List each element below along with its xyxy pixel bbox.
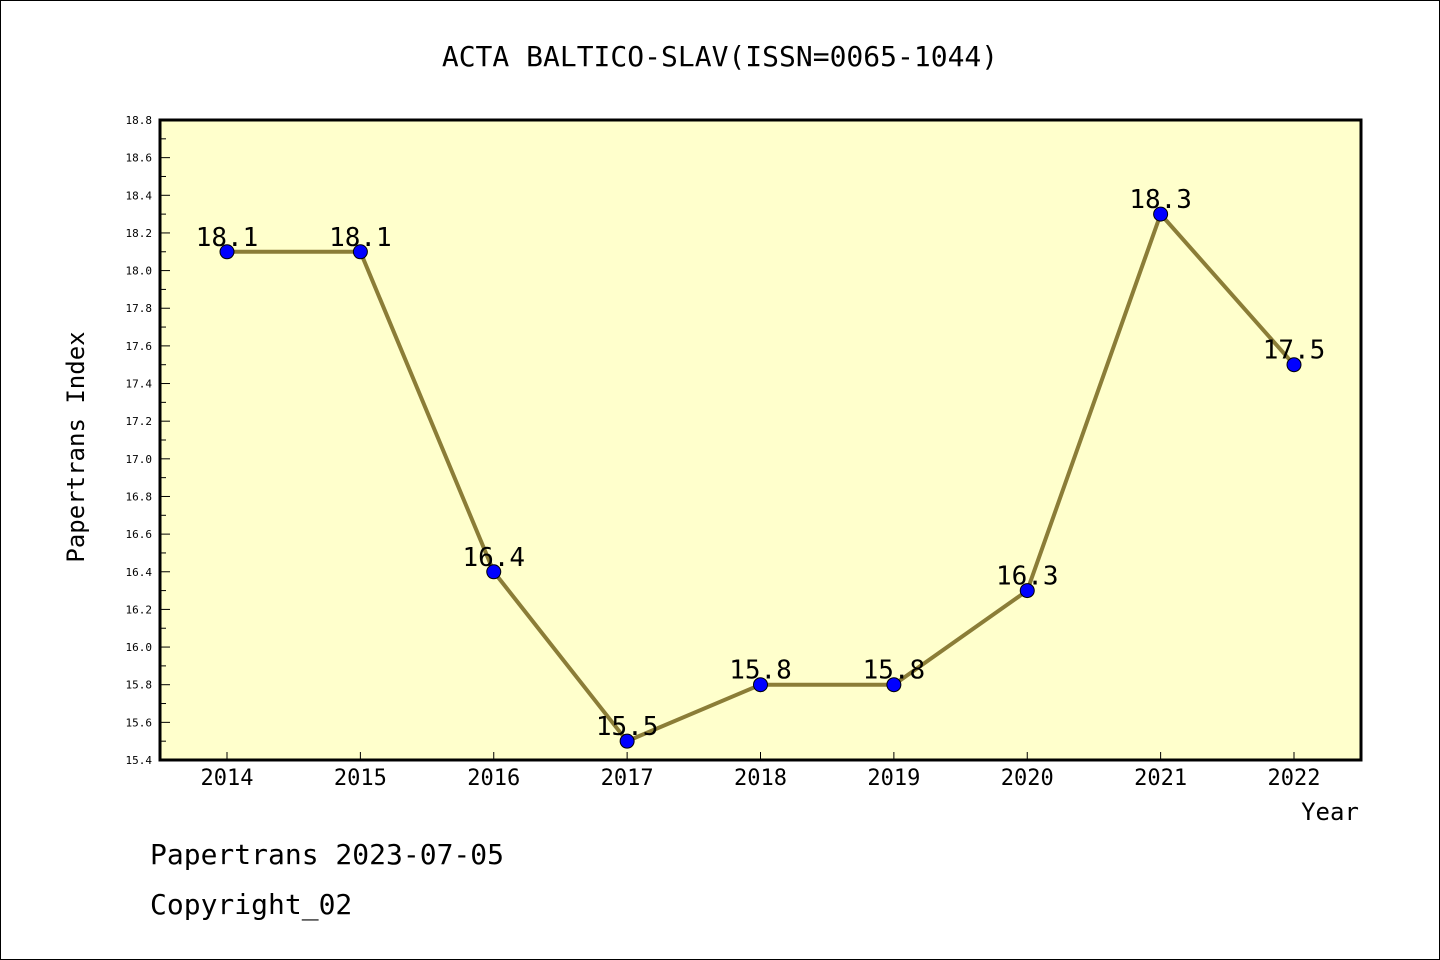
y-tick-label: 15.6	[126, 716, 153, 729]
data-point	[1153, 206, 1169, 222]
data-label: 16.4	[462, 543, 525, 573]
x-tick-label: 2015	[334, 766, 387, 791]
x-tick-label: 2016	[467, 766, 520, 791]
y-tick-label: 18.8	[126, 114, 153, 127]
plot-area	[160, 120, 1361, 760]
x-axis-label: Year	[1301, 798, 1359, 826]
y-tick-label: 17.4	[126, 378, 153, 391]
y-tick-label: 16.0	[126, 641, 153, 654]
x-tick-label: 2018	[734, 766, 787, 791]
y-tick-label: 17.6	[126, 340, 153, 353]
y-tick-label: 15.4	[126, 754, 153, 767]
x-tick-label: 2017	[601, 766, 654, 791]
y-tick-label: 18.6	[126, 152, 153, 165]
y-axis: 15.4 15.6 15.8 16.0 16.2 16.4 16.6 16.8 17.0 17.2…	[126, 114, 170, 767]
footer-copyright: Copyright_02	[150, 888, 352, 922]
y-tick-label: 18.4	[126, 189, 153, 202]
data-label: 18.1	[329, 223, 392, 253]
data-label: 17.5	[1263, 336, 1326, 366]
y-tick-label: 17.0	[126, 453, 153, 466]
data-label: 15.5	[596, 712, 659, 742]
data-point	[619, 733, 635, 749]
data-label: 18.3	[1129, 185, 1192, 215]
x-tick-label: 2022	[1268, 766, 1321, 791]
y-tick-label: 18.2	[126, 227, 153, 240]
series-group	[219, 206, 1302, 749]
x-axis: 2014 2015 2016 2017 2018 2019 2020 2021 2022	[201, 752, 1321, 791]
y-tick-label: 16.2	[126, 603, 153, 616]
data-label: 15.8	[729, 656, 792, 686]
x-tick-label: 2021	[1134, 766, 1187, 791]
x-tick-label: 2019	[867, 766, 920, 791]
y-tick-label: 16.6	[126, 528, 153, 541]
data-label: 18.1	[196, 223, 259, 253]
data-label: 15.8	[863, 656, 926, 686]
y-tick-label: 16.4	[126, 566, 153, 579]
data-label: 16.3	[996, 562, 1059, 592]
plot-border	[158, 118, 1363, 762]
data-point	[1286, 357, 1302, 373]
y-tick-label: 17.8	[126, 302, 153, 315]
y-tick-label: 18.0	[126, 265, 153, 278]
y-tick-label: 17.2	[126, 415, 153, 428]
y-axis-label: Papertrans Index	[62, 331, 90, 562]
data-point	[219, 244, 235, 260]
data-point	[1019, 583, 1035, 599]
data-point	[753, 677, 768, 693]
data-point	[352, 244, 368, 260]
y-tick-label: 16.8	[126, 490, 153, 503]
footer-source: Papertrans 2023-07-05	[150, 838, 504, 871]
data-point	[486, 564, 502, 580]
data-labels-group: 18.1 18.1 16.4 15.5 15.8 15.8 16.3 18.3 17.5	[196, 185, 1326, 742]
x-tick-label: 2014	[201, 766, 254, 791]
x-tick-label: 2020	[1001, 766, 1054, 791]
data-point	[886, 677, 902, 693]
chart-title: ACTA BALTICO-SLAV(ISSN=0065-1044)	[442, 40, 998, 73]
y-tick-label: 15.8	[126, 679, 153, 692]
